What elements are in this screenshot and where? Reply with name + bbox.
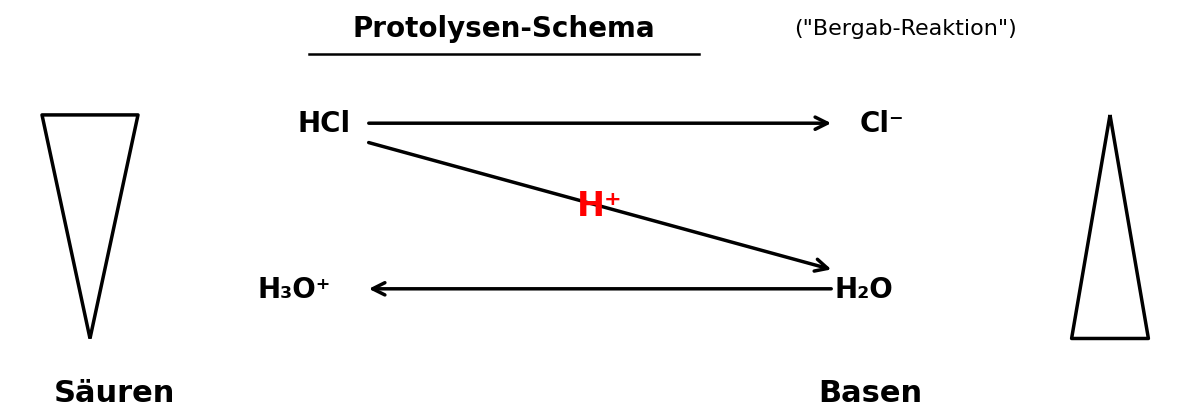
Text: Basen: Basen	[818, 378, 922, 407]
Text: H₂O: H₂O	[835, 275, 893, 303]
Text: HCl: HCl	[298, 110, 350, 138]
Text: Cl⁻: Cl⁻	[859, 110, 905, 138]
Text: H₃O⁺: H₃O⁺	[257, 275, 331, 303]
Text: Säuren: Säuren	[53, 378, 175, 407]
Text: ("Bergab-Reaktion"): ("Bergab-Reaktion")	[794, 19, 1018, 39]
Text: Protolysen-Schema: Protolysen-Schema	[353, 15, 655, 43]
Text: H⁺: H⁺	[577, 190, 623, 223]
